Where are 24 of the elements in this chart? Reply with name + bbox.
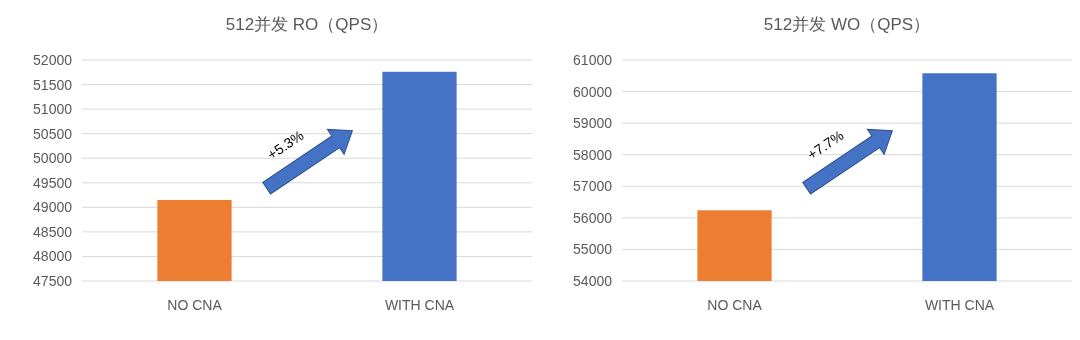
y-tick-label: 48000 bbox=[33, 248, 73, 265]
x-tick-label: NO CNA bbox=[167, 297, 223, 313]
y-tick-label: 57000 bbox=[573, 178, 613, 195]
y-tick-label: 54000 bbox=[573, 273, 613, 289]
y-tick-label: 51500 bbox=[33, 76, 73, 93]
y-tick-label: 49500 bbox=[33, 174, 73, 191]
y-tick-label: 56000 bbox=[573, 209, 613, 226]
x-tick-label: WITH CNA bbox=[384, 297, 455, 313]
y-tick-label: 58000 bbox=[573, 146, 613, 163]
y-tick-label: 60000 bbox=[573, 83, 613, 100]
chart-title: 512并发 WO（QPS） bbox=[763, 15, 931, 34]
y-tick-label: 61000 bbox=[573, 52, 613, 68]
y-tick-label: 59000 bbox=[573, 115, 613, 132]
y-tick-label: 50500 bbox=[33, 125, 73, 142]
y-tick-label: 48500 bbox=[33, 223, 73, 240]
y-tick-label: 50000 bbox=[33, 150, 73, 167]
y-tick-label: 55000 bbox=[573, 241, 613, 258]
x-tick-label: WITH CNA bbox=[924, 297, 995, 313]
x-tick-label: NO CNA bbox=[707, 297, 763, 313]
y-tick-label: 52000 bbox=[33, 52, 73, 68]
y-tick-label: 51000 bbox=[33, 101, 73, 118]
chart-title: 512并发 RO（QPS） bbox=[225, 15, 389, 34]
y-tick-label: 47500 bbox=[33, 273, 73, 289]
y-tick-label: 49000 bbox=[33, 199, 73, 216]
